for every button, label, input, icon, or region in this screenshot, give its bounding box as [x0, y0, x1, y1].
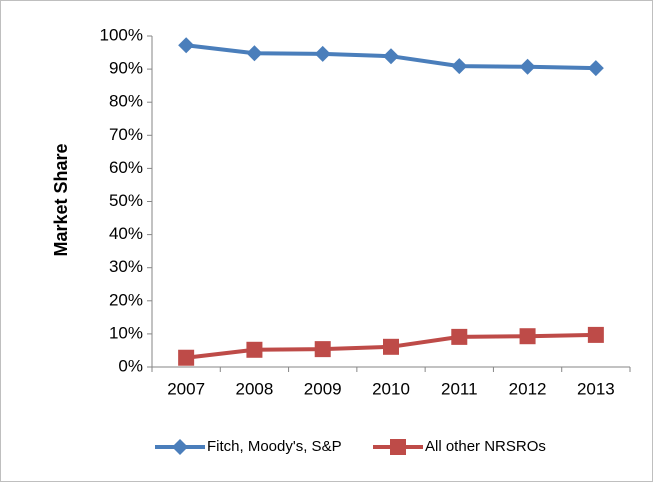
y-axis-label: Market Share: [51, 143, 71, 256]
marker: [519, 58, 536, 75]
marker: [587, 60, 604, 77]
y-tick-label: 40%: [109, 224, 143, 243]
marker: [451, 58, 468, 75]
y-tick-label: 0%: [118, 356, 143, 375]
marker: [519, 328, 536, 345]
legend-label: Fitch, Moody's, S&P: [207, 438, 342, 455]
x-tick-label: 2009: [304, 379, 342, 398]
y-tick-label: 10%: [109, 323, 143, 342]
x-tick-label: 2007: [167, 379, 205, 398]
marker: [390, 439, 406, 455]
legend-label: All other NRSROs: [425, 438, 546, 455]
y-tick-label: 50%: [109, 191, 143, 210]
x-tick-label: 2011: [441, 379, 478, 398]
marker: [451, 328, 468, 345]
x-tick-label: 2012: [509, 379, 547, 398]
y-tick-label: 100%: [100, 25, 143, 44]
marker: [587, 326, 604, 343]
marker: [172, 439, 188, 455]
marker: [246, 341, 263, 358]
y-tick-label: 90%: [109, 59, 143, 78]
marker: [383, 338, 399, 355]
y-tick-label: 80%: [109, 92, 143, 111]
marker: [383, 48, 399, 65]
y-tick-label: 20%: [109, 290, 143, 309]
x-tick-label: 2008: [236, 379, 274, 398]
marker: [246, 45, 263, 62]
y-tick-label: 30%: [109, 257, 143, 276]
marker: [178, 37, 195, 54]
x-tick-label: 2013: [577, 379, 615, 398]
marker: [178, 349, 195, 366]
y-tick-label: 70%: [109, 125, 143, 144]
x-tick-label: 2010: [372, 379, 410, 398]
y-tick-label: 60%: [109, 158, 143, 177]
marker: [314, 45, 331, 62]
marker: [314, 341, 331, 358]
